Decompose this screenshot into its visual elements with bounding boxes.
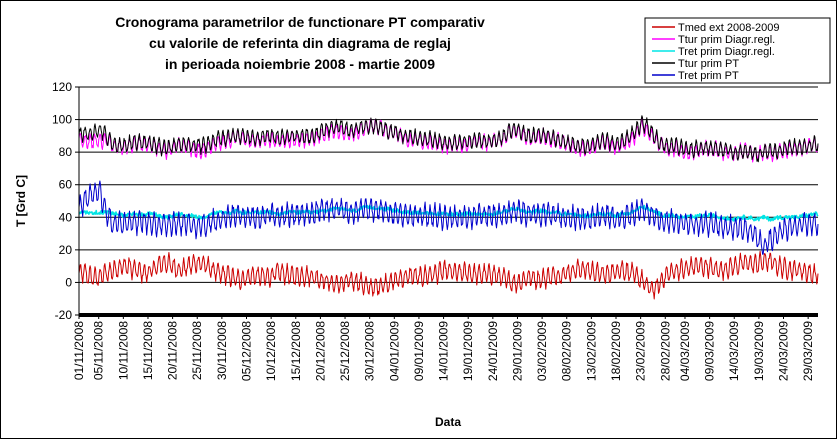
legend-label: Tret prim PT xyxy=(678,70,739,82)
legend-box xyxy=(644,17,831,84)
x-tick-label: 03/02/2009 xyxy=(535,321,549,381)
y-axis-label: T [Grd C] xyxy=(14,175,28,227)
x-tick-label: 30/11/2008 xyxy=(215,321,229,380)
x-tick-label: 14/01/2009 xyxy=(437,321,451,381)
x-tick-label: 08/02/2009 xyxy=(560,321,574,381)
x-tick-label: 10/11/2008 xyxy=(116,321,130,380)
y-tick-label: -20 xyxy=(55,308,73,322)
x-tick-label: 24/01/2009 xyxy=(486,321,500,381)
series-line-1 xyxy=(78,250,819,300)
series-lines xyxy=(78,115,819,300)
x-tick-label: 29/01/2009 xyxy=(510,321,524,381)
x-tick-label: 09/03/2009 xyxy=(703,321,717,381)
x-tick-label: 23/02/2009 xyxy=(634,321,648,381)
y-tick-label: 80 xyxy=(59,145,73,159)
x-tick-label: 01/11/2008 xyxy=(72,321,86,380)
y-tick-label: 20 xyxy=(59,243,73,257)
x-tick-label: 15/11/2008 xyxy=(141,321,155,380)
chart-title-line-3: in perioada noiembrie 2008 - martie 2009 xyxy=(165,56,435,72)
x-tick-label: 19/01/2009 xyxy=(461,321,475,381)
x-tick-label: 19/03/2009 xyxy=(752,321,766,381)
series-line-4 xyxy=(78,115,819,163)
x-axis-band xyxy=(79,313,818,317)
x-tick-label: 15/12/2008 xyxy=(289,321,303,381)
x-tick-label: 04/03/2009 xyxy=(678,321,692,381)
x-ticks: 01/11/2008 05/11/2008 10/11/2008 15/11/2008… xyxy=(72,315,815,381)
legend-label: Ttur prim PT xyxy=(678,58,739,70)
x-tick-label: 20/12/2008 xyxy=(313,321,327,381)
y-tick-label: 60 xyxy=(59,178,73,192)
plot-area xyxy=(79,87,818,315)
x-tick-label: 29/03/2009 xyxy=(801,321,815,381)
x-tick-label: 04/01/2009 xyxy=(387,321,401,381)
y-tick-label: 40 xyxy=(59,210,73,224)
y-tick-label: 100 xyxy=(52,113,72,127)
x-tick-label: 13/02/2009 xyxy=(584,321,598,381)
x-tick-label: 28/02/2009 xyxy=(658,321,672,381)
x-tick-label: 25/11/2008 xyxy=(190,321,204,380)
x-tick-label: 24/03/2009 xyxy=(777,321,791,381)
chart-title: Cronograma parametrilor de functionare P… xyxy=(115,14,485,72)
x-tick-label: 30/12/2008 xyxy=(363,321,377,381)
x-tick-label: 09/01/2009 xyxy=(412,321,426,381)
series-line-5 xyxy=(78,180,819,255)
legend-label: Ttur prim Diagr.regl. xyxy=(678,34,775,46)
legend-label: Tret prim Diagr.regl. xyxy=(678,46,775,58)
x-tick-label: 05/12/2008 xyxy=(240,321,254,381)
chart-title-line-1: Cronograma parametrilor de functionare P… xyxy=(115,14,485,30)
x-tick-label: 14/03/2009 xyxy=(727,321,741,381)
x-axis-label: Data xyxy=(435,415,461,429)
y-tick-label: 0 xyxy=(65,275,72,289)
x-tick-label: 05/11/2008 xyxy=(92,321,106,380)
x-tick-label: 20/11/2008 xyxy=(166,321,180,380)
x-tick-label: 18/02/2009 xyxy=(609,321,623,381)
x-tick-label: 10/12/2008 xyxy=(264,321,278,381)
chart-title-line-2: cu valorile de referinta din diagrama de… xyxy=(149,35,451,51)
y-tick-label: 120 xyxy=(52,80,72,94)
legend-label: Tmed ext 2008-2009 xyxy=(678,22,780,34)
x-tick-label: 25/12/2008 xyxy=(338,321,352,381)
y-ticks: 120 100 80 60 40 20 0 -20 xyxy=(52,80,79,322)
